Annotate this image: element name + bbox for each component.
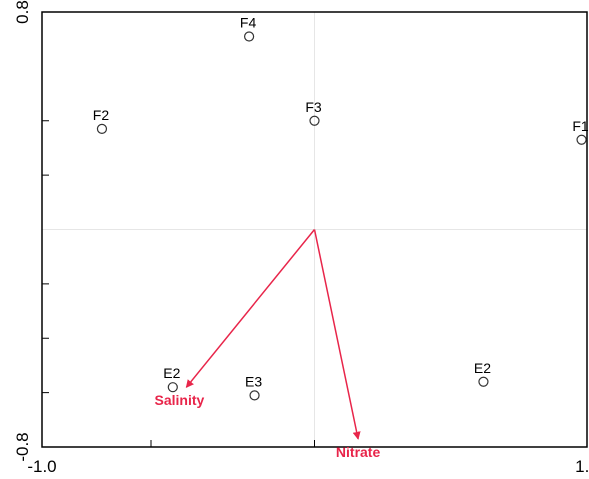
arrow-nitrate: [313, 229, 361, 440]
site-label: E2: [474, 360, 491, 376]
site-points: F4 F2 F3 F1 E2 E3 E2: [93, 14, 589, 401]
site-label: F2: [93, 107, 110, 123]
site-point: [478, 376, 489, 387]
site-label: E2: [163, 365, 180, 381]
site-point: [244, 31, 255, 42]
arrow-label: Salinity: [155, 392, 205, 408]
arrow-label: Nitrate: [336, 444, 381, 460]
site-label: E3: [245, 373, 262, 389]
y-tick-label: 0.8: [13, 0, 32, 24]
x-tick-label: 1.0: [575, 457, 589, 476]
x-tick-label: -1.0: [27, 457, 56, 476]
site-label: F1: [572, 118, 589, 134]
environmental-arrows: Salinity Nitrate: [155, 229, 381, 460]
axis-ticks: [41, 11, 588, 448]
y-tick-label: -0.8: [13, 432, 32, 461]
site-point: [576, 134, 587, 145]
site-point: [167, 382, 178, 393]
site-label: F4: [240, 14, 257, 30]
arrow-salinity: [185, 229, 316, 388]
site-point: [309, 115, 320, 126]
site-point: [249, 390, 260, 401]
site-label: F3: [305, 99, 322, 115]
axis-tick-labels: -1.0 1.0 0.8 -0.8: [13, 0, 589, 476]
site-point: [96, 123, 108, 135]
